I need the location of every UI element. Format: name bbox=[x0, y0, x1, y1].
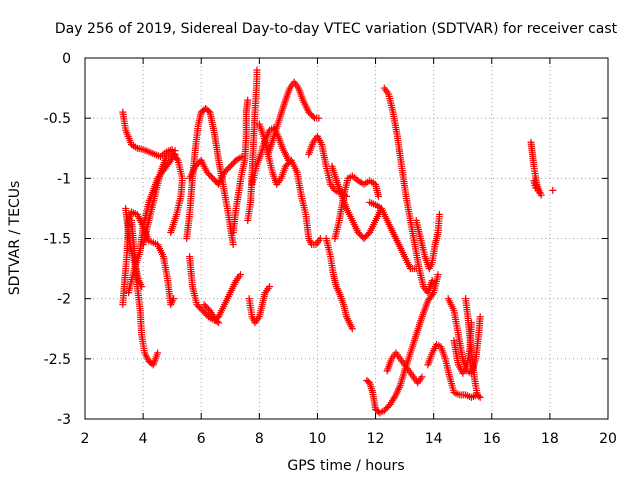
grid bbox=[85, 58, 608, 419]
data-point bbox=[434, 271, 442, 279]
x-tick-label: 18 bbox=[541, 431, 559, 447]
data-point bbox=[418, 373, 426, 381]
data-point bbox=[549, 186, 557, 194]
scatter-points bbox=[119, 66, 557, 417]
data-point bbox=[266, 283, 274, 291]
data-point bbox=[429, 290, 437, 298]
x-tick-label: 16 bbox=[483, 431, 501, 447]
data-point bbox=[531, 184, 539, 192]
data-point bbox=[364, 230, 372, 238]
y-axis: 0 -0.5 -1 -1.5 -2 -2.5 -3 bbox=[44, 51, 608, 428]
data-point bbox=[374, 192, 382, 200]
y-tick-label: -3 bbox=[57, 412, 71, 428]
x-tick-label: 10 bbox=[309, 431, 327, 447]
data-point bbox=[476, 313, 484, 321]
data-point bbox=[229, 241, 237, 249]
data-point bbox=[476, 393, 484, 401]
x-axis-label: GPS time / hours bbox=[287, 458, 404, 474]
data-point bbox=[236, 271, 244, 279]
y-tick-label: -2.5 bbox=[44, 352, 71, 368]
data-point bbox=[173, 155, 181, 163]
x-axis: 2 4 6 8 10 12 14 16 18 20 bbox=[81, 58, 617, 447]
data-point bbox=[213, 318, 221, 326]
data-point bbox=[315, 114, 323, 122]
data-point bbox=[309, 113, 317, 121]
y-tick-label: -1 bbox=[57, 171, 71, 187]
y-tick-label: 0 bbox=[62, 51, 71, 67]
y-axis-label: SDTVAR / TECUs bbox=[7, 181, 23, 296]
y-tick-label: -2 bbox=[57, 292, 71, 308]
x-tick-label: 6 bbox=[197, 431, 206, 447]
data-point bbox=[435, 210, 443, 218]
data-point bbox=[154, 349, 162, 357]
data-point bbox=[238, 153, 246, 161]
data-point bbox=[215, 319, 223, 327]
x-tick-label: 8 bbox=[255, 431, 264, 447]
data-point bbox=[348, 325, 356, 333]
x-tick-label: 20 bbox=[599, 431, 617, 447]
data-point bbox=[253, 66, 261, 74]
y-tick-label: -1.5 bbox=[44, 232, 71, 248]
x-tick-label: 2 bbox=[81, 431, 90, 447]
plot-frame bbox=[84, 57, 609, 420]
data-point bbox=[475, 392, 483, 400]
x-tick-label: 12 bbox=[367, 431, 385, 447]
x-tick-label: 14 bbox=[425, 431, 443, 447]
data-point bbox=[167, 228, 175, 236]
data-point bbox=[428, 277, 436, 285]
y-tick-label: -0.5 bbox=[44, 111, 71, 127]
data-point bbox=[170, 295, 178, 303]
x-tick-label: 4 bbox=[139, 431, 148, 447]
chart-title: Day 256 of 2019, Sidereal Day-to-day VTE… bbox=[55, 21, 618, 37]
data-point bbox=[244, 96, 252, 104]
